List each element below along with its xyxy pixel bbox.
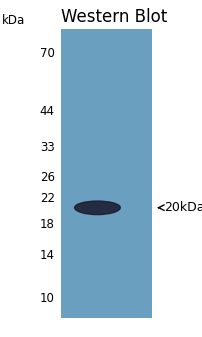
- Text: 14: 14: [40, 249, 55, 262]
- Ellipse shape: [74, 201, 120, 215]
- Text: 18: 18: [40, 217, 55, 231]
- Text: 70: 70: [40, 47, 55, 60]
- Text: Western Blot: Western Blot: [60, 8, 166, 26]
- Text: 26: 26: [40, 171, 55, 184]
- Text: kDa: kDa: [2, 14, 25, 27]
- Text: 20kDa: 20kDa: [164, 201, 202, 214]
- Text: 44: 44: [40, 105, 55, 118]
- Text: 22: 22: [40, 192, 55, 205]
- Text: 10: 10: [40, 292, 55, 305]
- Text: 33: 33: [40, 141, 55, 154]
